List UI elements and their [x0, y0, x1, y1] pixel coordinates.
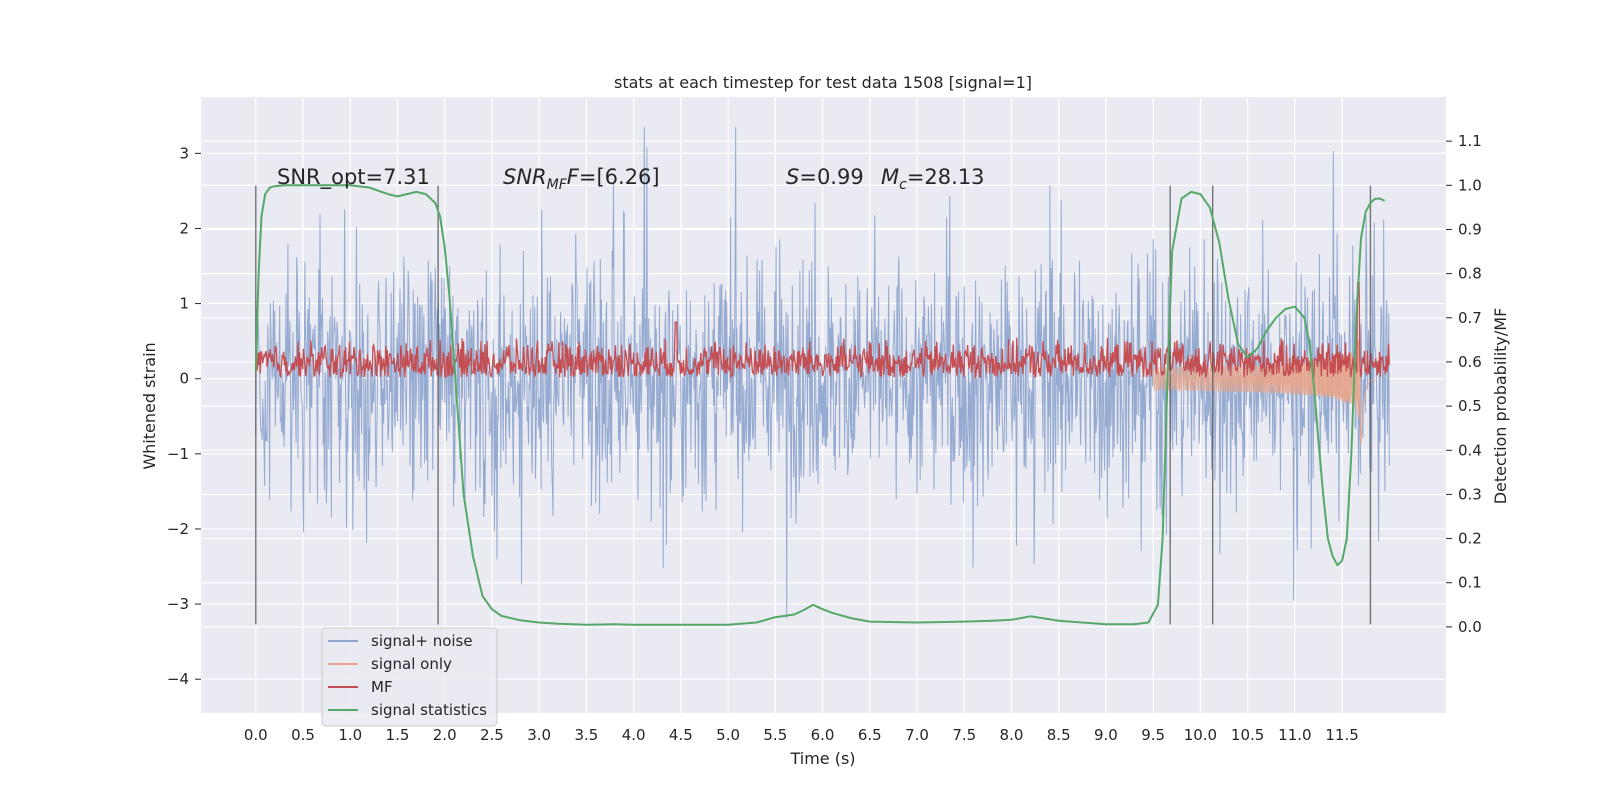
vertical-lines — [255, 185, 1372, 625]
legend: signal+ noise signal only MF signal stat… — [321, 627, 498, 727]
y-tick-label: −3 — [167, 595, 189, 613]
chart-title: stats at each timestep for test data 150… — [614, 73, 1032, 92]
annotation-snr-opt: SNR_opt=7.31 — [277, 165, 430, 190]
x-tick-label: 0.5 — [291, 726, 315, 744]
y-tick-label: −4 — [167, 670, 189, 688]
y2-tick-label: 0.3 — [1458, 485, 1482, 503]
y2-tick-label: 1.0 — [1458, 176, 1482, 194]
s-label: S — [786, 165, 799, 189]
y2-tick-label: 0.6 — [1458, 353, 1482, 371]
legend-label-mf: MF — [371, 678, 393, 696]
mf-series — [255, 281, 1390, 380]
legend-label-noise: signal+ noise — [371, 632, 473, 650]
x-tick-label: 11.0 — [1278, 726, 1311, 744]
y2-tick-label: 0.4 — [1458, 441, 1482, 459]
signal-statistics-line — [254, 184, 1386, 626]
x-axis-label: Time (s) — [789, 749, 855, 768]
x-tick-label: 5.5 — [763, 726, 787, 744]
x-tick-label: 6.0 — [811, 726, 835, 744]
signal-statistics-series — [254, 184, 1386, 626]
x-tick-label: 7.0 — [905, 726, 929, 744]
annotation-snr-mf: SNRMFF=[6.26] — [503, 165, 660, 193]
x-tick-label: 9.5 — [1141, 726, 1165, 744]
legend-label-stats: signal statistics — [371, 701, 487, 719]
mc-label: M — [881, 165, 899, 189]
y2-tick-label: 0.9 — [1458, 220, 1482, 238]
snr-mf-value: =[6.26] — [579, 165, 660, 189]
y2-axis-label: Detection probability/MF — [1491, 308, 1510, 505]
legend-box — [321, 627, 498, 727]
x-tick-label: 9.0 — [1094, 726, 1118, 744]
y2-tick-label: 0.1 — [1458, 574, 1482, 592]
annotation-s: S=0.99 — [786, 165, 864, 189]
x-tick-label: 1.0 — [338, 726, 362, 744]
x-tick-label: 3.0 — [527, 726, 551, 744]
x-tick-label: 2.0 — [433, 726, 457, 744]
x-tick-label: 8.0 — [1000, 726, 1024, 744]
mc-value: =28.13 — [907, 165, 985, 189]
y2-tick-label: 0.7 — [1458, 309, 1482, 327]
mf-line — [255, 281, 1390, 380]
x-tick-label: 10.5 — [1231, 726, 1264, 744]
y2-tick-label: 0.8 — [1458, 265, 1482, 283]
y-tick-label: 3 — [179, 144, 189, 162]
x-tick-label: 4.0 — [622, 726, 646, 744]
y-tick-label: 1 — [179, 295, 189, 313]
y2-tick-label: 0.5 — [1458, 397, 1482, 415]
y-axis-label: Whitened strain — [140, 342, 159, 469]
y2-tick-label: 1.1 — [1458, 132, 1482, 150]
y-tick-label: 0 — [179, 370, 189, 388]
snr-mf-italic-f: F — [567, 165, 580, 189]
x-tick-label: 0.0 — [244, 726, 268, 744]
snr-mf-main: SNR — [503, 165, 547, 189]
x-tick-label: 10.0 — [1184, 726, 1217, 744]
s-value: =0.99 — [799, 165, 863, 189]
x-tick-label: 7.5 — [952, 726, 976, 744]
y2-tick-labels: 1.1 1.0 0.9 0.8 0.7 0.6 0.5 0.4 0.3 0.2 0.1 0.0 — [1446, 132, 1482, 636]
y2-tick-label: 0.2 — [1458, 530, 1482, 548]
x-tick-label: 11.5 — [1325, 726, 1358, 744]
x-tick-label: 8.5 — [1047, 726, 1071, 744]
x-tick-label: 1.5 — [386, 726, 410, 744]
y-tick-label: −1 — [167, 445, 189, 463]
x-tick-label: 4.5 — [669, 726, 693, 744]
y2-tick-label: 0.0 — [1458, 618, 1482, 636]
x-tick-label: 2.5 — [480, 726, 504, 744]
y-tick-labels: 3 2 1 0 −1 −2 −3 −4 — [167, 144, 201, 688]
y-tick-label: −2 — [167, 520, 189, 538]
x-tick-label: 6.5 — [858, 726, 882, 744]
x-tick-label: 3.5 — [574, 726, 598, 744]
annotation-mc: Mc=28.13 — [881, 165, 985, 193]
y-tick-label: 2 — [179, 219, 189, 237]
x-tick-label: 5.0 — [716, 726, 740, 744]
snr-mf-sub: MF — [547, 177, 568, 193]
legend-label-signal: signal only — [371, 655, 452, 673]
mc-sub: c — [899, 177, 907, 193]
x-tick-labels: 0.0 0.5 1.0 1.5 2.0 2.5 3.0 3.5 4.0 4.5 5.0 5.5 6.0 6… — [244, 726, 1359, 744]
